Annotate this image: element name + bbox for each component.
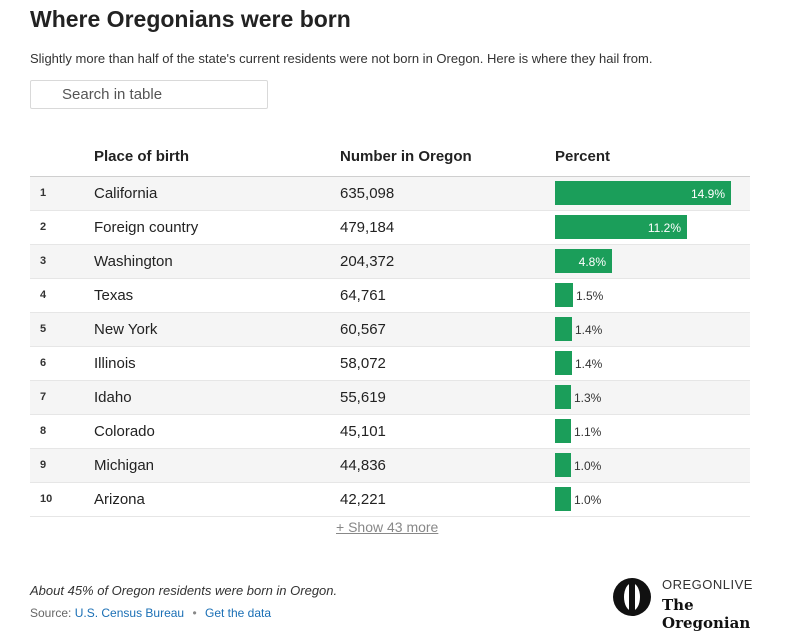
table-row: 5 New York 60,567 1.4%	[30, 313, 750, 347]
percent-label: 1.5%	[576, 289, 604, 303]
row-place: Illinois	[94, 355, 136, 372]
row-place: California	[94, 185, 158, 202]
row-rank: 6	[40, 357, 47, 369]
row-rank: 3	[40, 255, 47, 267]
row-rank: 7	[40, 391, 47, 403]
search-box[interactable]	[30, 80, 268, 109]
row-number: 44,836	[340, 457, 386, 474]
column-header-number[interactable]: Number in Oregon	[340, 148, 472, 165]
logo-oregonlive: OREGONLIVE	[662, 577, 753, 592]
row-number: 635,098	[340, 185, 395, 202]
table-body: 1 California 635,098 14.9% 2 Foreign country 4…	[30, 177, 750, 517]
row-place: Colorado	[94, 423, 155, 440]
row-rank: 4	[40, 289, 47, 301]
page-subtitle: Slightly more than half of the state's c…	[30, 51, 653, 66]
table-row: 10 Arizona 42,221 1.0%	[30, 483, 750, 517]
percent-bar	[555, 249, 612, 273]
percent-bar	[555, 181, 731, 205]
percent-bar	[555, 385, 571, 409]
percent-bar	[555, 351, 572, 375]
table-row: 7 Idaho 55,619 1.3%	[30, 381, 750, 415]
source-link[interactable]: U.S. Census Bureau	[74, 606, 185, 620]
percent-bar	[555, 453, 571, 477]
percent-bar	[555, 487, 571, 511]
logo-the-oregonian: The Oregonian	[662, 596, 751, 632]
row-rank: 9	[40, 459, 47, 471]
row-place: New York	[94, 321, 158, 338]
row-rank: 2	[40, 221, 47, 233]
publisher-logo: OREGONLIVE The Oregonian	[612, 574, 753, 632]
percent-bar	[555, 419, 571, 443]
source-prefix: Source:	[30, 606, 72, 620]
row-number: 45,101	[340, 423, 386, 440]
data-table: Place of birth Number in Oregon Percent …	[30, 140, 750, 517]
table-row: 2 Foreign country 479,184 11.2%	[30, 211, 750, 245]
percent-bar	[555, 283, 573, 307]
footnote: About 45% of Oregon residents were born …	[30, 583, 338, 598]
table-row: 8 Colorado 45,101 1.1%	[30, 415, 750, 449]
column-header-percent[interactable]: Percent	[555, 148, 611, 165]
table-header: Place of birth Number in Oregon Percent	[30, 140, 750, 177]
row-number: 60,567	[340, 321, 386, 338]
row-rank: 8	[40, 425, 47, 437]
row-place: Texas	[94, 287, 134, 304]
source-line: Source: U.S. Census Bureau • Get the dat…	[30, 606, 271, 620]
percent-label: 1.4%	[575, 323, 603, 337]
table-row: 3 Washington 204,372 4.8%	[30, 245, 750, 279]
percent-label: 1.1%	[574, 425, 602, 439]
percent-bar	[555, 317, 572, 341]
row-place: Arizona	[94, 491, 145, 508]
table-row: 1 California 635,098 14.9%	[30, 177, 750, 211]
row-number: 204,372	[340, 253, 395, 270]
percent-label: 4.8%	[578, 255, 606, 269]
row-place: Michigan	[94, 457, 155, 474]
row-rank: 1	[40, 187, 47, 199]
search-input[interactable]	[31, 81, 267, 108]
show-more-button[interactable]: + Show 43 more	[336, 519, 439, 535]
column-header-place[interactable]: Place of birth	[94, 148, 190, 165]
row-number: 58,072	[340, 355, 386, 372]
row-rank: 5	[40, 323, 47, 335]
table-row: 4 Texas 64,761 1.5%	[30, 279, 750, 313]
row-number: 55,619	[340, 389, 386, 406]
row-number: 479,184	[340, 219, 395, 236]
percent-label: 1.0%	[574, 493, 602, 507]
percent-label: 14.9%	[690, 187, 725, 201]
percent-label: 1.4%	[575, 357, 603, 371]
percent-bar	[555, 215, 687, 239]
row-place: Idaho	[94, 389, 132, 406]
percent-label: 11.2%	[647, 221, 681, 235]
row-rank: 10	[40, 493, 53, 505]
page-title: Where Oregonians were born	[30, 6, 351, 32]
table-row: 9 Michigan 44,836 1.0%	[30, 449, 750, 483]
table-row: 6 Illinois 58,072 1.4%	[30, 347, 750, 381]
separator-dot: •	[192, 606, 197, 620]
get-data-link[interactable]: Get the data	[204, 606, 272, 620]
percent-label: 1.0%	[574, 459, 602, 473]
row-place: Washington	[94, 253, 173, 270]
row-number: 42,221	[340, 491, 386, 508]
oregonian-o-logo-icon	[613, 578, 651, 616]
row-number: 64,761	[340, 287, 386, 304]
percent-label: 1.3%	[574, 391, 602, 405]
row-place: Foreign country	[94, 219, 199, 236]
